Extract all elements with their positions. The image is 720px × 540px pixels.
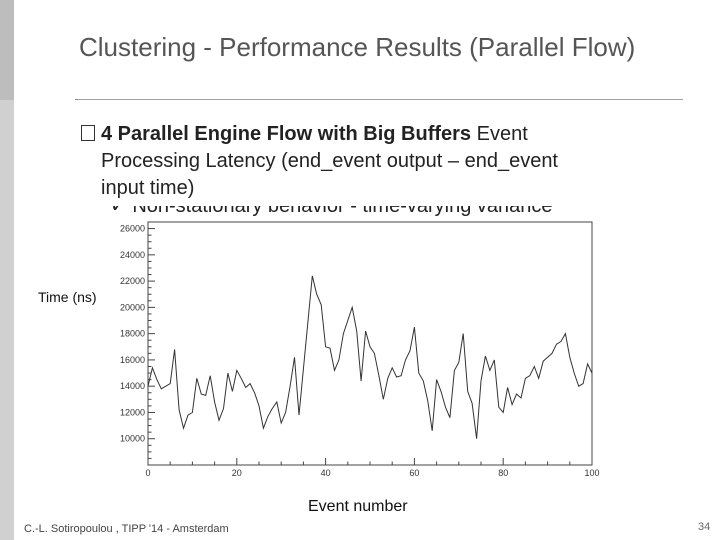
y-tick-label-8: 26000 [120, 224, 145, 234]
x-tick-label-3: 60 [409, 468, 419, 478]
bullet-text: 4 Parallel Engine Flow with Big Buffers … [81, 121, 681, 202]
x-axis-label: Event number [308, 498, 408, 515]
x-tick-label-5: 100 [584, 468, 599, 478]
x-tick-label-0: 0 [145, 468, 150, 478]
footer-text: C.-L. Sotiropoulou , TIPP '14 - Amsterda… [24, 523, 229, 535]
bullet-rest-text: Event [471, 123, 528, 145]
title-underline-start [75, 99, 78, 100]
x-tick-label-2: 40 [321, 468, 331, 478]
y-tick-label-5: 20000 [120, 302, 145, 312]
bullet-line-3: input time) [101, 177, 195, 199]
page-number: 34 [698, 521, 711, 533]
clipped-subbullet-text: ✓ Non-stationary behavior - time-varying… [110, 206, 553, 217]
bullet-line-2: Processing Latency (end_event output – e… [101, 150, 558, 172]
plot-frame [147, 221, 593, 466]
left-accent-bar [0, 0, 14, 540]
y-tick-label-7: 24000 [120, 250, 145, 260]
clipped-subbullet: ✓ Non-stationary behavior - time-varying… [110, 206, 630, 220]
y-axis-label: Time (ns) [38, 289, 97, 305]
bullet-box-icon [81, 125, 95, 141]
x-tick-label-4: 80 [498, 468, 508, 478]
y-tick-label-1: 12000 [120, 407, 145, 417]
slide-title: Clustering - Performance Results (Parall… [79, 32, 636, 62]
y-tick-label-2: 14000 [120, 381, 145, 391]
y-tick-label-4: 18000 [120, 329, 145, 339]
bullet-bold-text: 4 Parallel Engine Flow with Big Buffers [101, 123, 472, 145]
series-line-0 [147, 275, 593, 439]
y-tick-label-0: 10000 [120, 434, 145, 444]
y-tick-label-3: 16000 [120, 355, 145, 365]
title-underline [75, 99, 683, 100]
y-tick-label-6: 22000 [120, 276, 145, 286]
left-accent-bar-top [0, 0, 14, 100]
x-tick-label-1: 20 [232, 468, 242, 478]
